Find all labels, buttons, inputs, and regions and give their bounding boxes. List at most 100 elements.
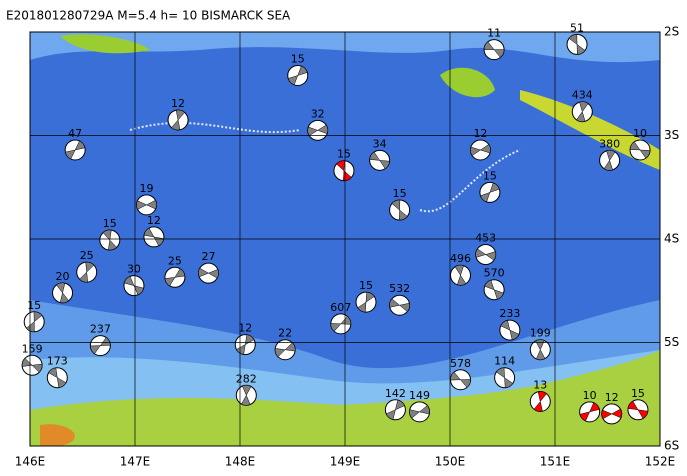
depth-label: 199 — [530, 327, 551, 340]
lon-label: 151E — [540, 455, 571, 469]
focal-mechanism: 34 — [369, 137, 391, 171]
lon-label: 150E — [435, 455, 466, 469]
focal-mechanism: 22 — [274, 327, 296, 361]
compression-quadrant — [483, 41, 505, 58]
lon-label: 147E — [120, 455, 151, 469]
compression-quadrant — [454, 264, 467, 286]
focal-mechanism: 25 — [76, 249, 98, 283]
depth-label: 34 — [373, 137, 387, 150]
depth-label: 282 — [236, 372, 257, 385]
depth-label: 20 — [56, 270, 70, 283]
lon-label: 146E — [15, 455, 46, 469]
focal-mechanism: 51 — [566, 21, 588, 55]
focal-mechanism: 453 — [475, 232, 497, 266]
depth-label: 12 — [605, 391, 619, 404]
depth-label: 607 — [330, 301, 351, 314]
compression-quadrant — [601, 408, 622, 420]
depth-label: 496 — [450, 252, 471, 265]
depth-label: 12 — [473, 127, 487, 140]
focal-mechanism: 570 — [483, 267, 505, 301]
focal-mechanism: 114 — [494, 355, 515, 389]
focal-mechanism: 15 — [389, 187, 411, 221]
focal-mechanism: 578 — [450, 357, 471, 391]
compression-quadrant — [198, 267, 219, 279]
compression-quadrant — [533, 391, 547, 412]
focal-mechanism: 496 — [450, 252, 471, 286]
focal-mechanism: 607 — [330, 301, 352, 335]
compression-quadrant — [389, 298, 410, 312]
depth-label: 380 — [599, 137, 620, 150]
lon-label: 152E — [645, 455, 676, 469]
depth-label: 10 — [633, 127, 647, 140]
depth-label: 532 — [389, 282, 410, 295]
compression-quadrant — [603, 150, 616, 171]
focal-mechanism: 15 — [99, 217, 121, 251]
depth-label: 12 — [171, 97, 185, 110]
focal-mechanism: 30 — [123, 263, 145, 297]
compression-quadrant — [568, 34, 586, 55]
focal-mechanism: 12 — [167, 97, 189, 131]
focal-mechanism: 12 — [143, 214, 165, 248]
depth-label: 25 — [168, 254, 182, 267]
map-title: E201801280729A M=5.4 h= 10 BISMARCK SEA — [6, 9, 291, 23]
focal-mechanism: 13 — [529, 378, 551, 412]
depth-label: 114 — [494, 355, 515, 368]
lat-label: 2S — [664, 25, 679, 39]
depth-label: 233 — [499, 307, 520, 320]
focal-mechanism: 233 — [499, 307, 520, 341]
focal-mechanism: 20 — [52, 270, 74, 304]
focal-mechanism: 25 — [164, 254, 186, 288]
focal-mechanism: 15 — [355, 279, 377, 313]
focal-mechanism: 47 — [64, 127, 86, 161]
depth-label: 27 — [202, 250, 216, 263]
depth-label: 51 — [570, 21, 584, 34]
depth-label: 47 — [68, 127, 82, 140]
focal-mechanism: 159 — [21, 342, 43, 376]
depth-label: 15 — [393, 187, 407, 200]
compression-quadrant — [579, 402, 600, 422]
lat-label: 3S — [664, 128, 679, 142]
depth-label: 12 — [238, 322, 252, 335]
compression-quadrant — [123, 276, 144, 296]
depth-label: 15 — [631, 387, 645, 400]
focal-mechanism: 15 — [23, 299, 45, 333]
focal-mechanism: 15 — [333, 148, 355, 182]
depth-label: 173 — [47, 355, 68, 368]
compression-quadrant — [629, 141, 651, 159]
lat-label: 5S — [664, 335, 679, 349]
focal-mechanism: 12 — [469, 127, 491, 161]
compression-quadrant — [330, 315, 352, 332]
compression-quadrant — [336, 160, 352, 181]
depth-label: 15 — [337, 148, 351, 161]
compression-quadrant — [480, 182, 500, 203]
focal-mechanism: 19 — [136, 182, 158, 216]
compression-quadrant — [102, 229, 117, 251]
compression-quadrant — [241, 385, 252, 406]
compression-quadrant — [164, 268, 186, 287]
compression-quadrant — [409, 405, 430, 419]
focal-mechanism: 27 — [198, 250, 219, 284]
compression-quadrant — [90, 337, 111, 355]
depth-label: 15 — [27, 299, 41, 312]
focal-mechanism: 434 — [571, 89, 593, 123]
compression-quadrant — [369, 151, 390, 170]
compression-quadrant — [21, 357, 43, 373]
compression-quadrant — [500, 320, 520, 341]
depth-label: 30 — [127, 263, 141, 276]
focal-mechanism: 532 — [389, 282, 411, 316]
compression-quadrant — [627, 400, 649, 419]
depth-label: 237 — [90, 323, 111, 336]
depth-label: 159 — [22, 342, 43, 355]
focal-mechanism: 15 — [287, 52, 309, 86]
depth-label: 453 — [475, 232, 496, 245]
compression-quadrant — [357, 291, 375, 313]
focal-mechanism: 11 — [483, 27, 505, 61]
focal-mechanism: 149 — [409, 389, 431, 423]
depth-label: 142 — [385, 387, 406, 400]
depth-label: 10 — [583, 389, 597, 402]
compression-quadrant — [484, 279, 504, 300]
focal-mechanism: 10 — [579, 389, 601, 423]
compression-quadrant — [56, 282, 70, 304]
compression-quadrant — [450, 371, 471, 388]
depth-label: 12 — [147, 214, 161, 227]
